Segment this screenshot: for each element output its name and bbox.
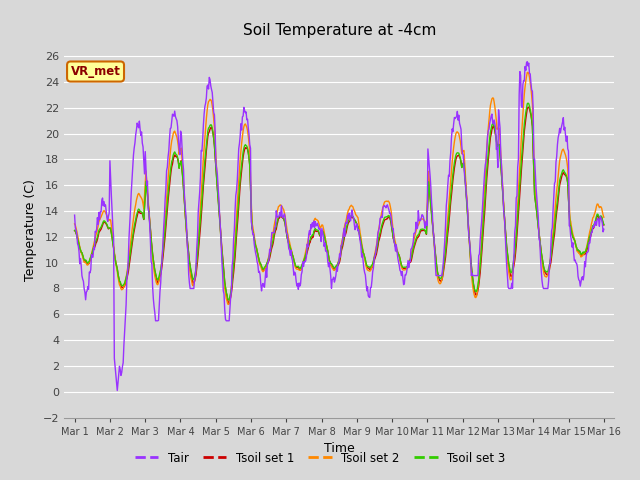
X-axis label: Time: Time <box>324 442 355 455</box>
Title: Soil Temperature at -4cm: Soil Temperature at -4cm <box>243 23 436 38</box>
Text: VR_met: VR_met <box>70 65 120 78</box>
Y-axis label: Temperature (C): Temperature (C) <box>24 180 37 281</box>
Legend: Tair, Tsoil set 1, Tsoil set 2, Tsoil set 3: Tair, Tsoil set 1, Tsoil set 2, Tsoil se… <box>130 447 510 469</box>
